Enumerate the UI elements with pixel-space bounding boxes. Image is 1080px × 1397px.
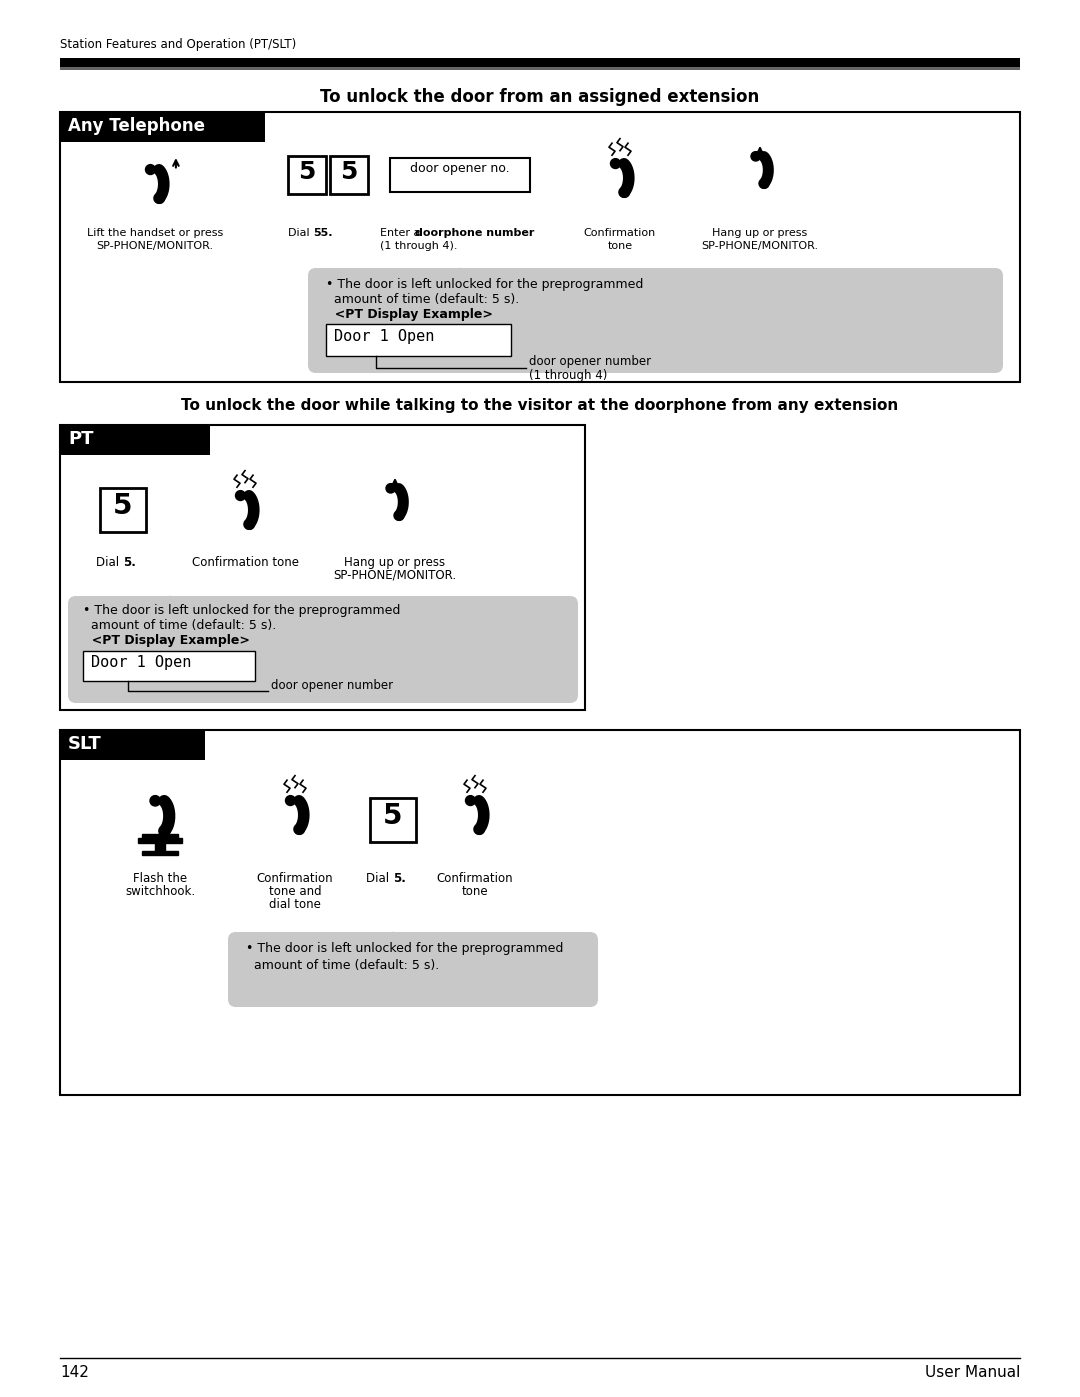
FancyBboxPatch shape	[228, 932, 598, 1007]
Polygon shape	[159, 597, 181, 612]
Bar	[60, 112, 265, 142]
Circle shape	[150, 796, 161, 806]
Circle shape	[154, 194, 164, 204]
Text: SP-PHONE/MONITOR.: SP-PHONE/MONITOR.	[701, 242, 819, 251]
Text: door opener number: door opener number	[529, 355, 651, 369]
Text: Door 1 Open: Door 1 Open	[334, 330, 434, 344]
Text: 5.: 5.	[123, 556, 136, 569]
Circle shape	[285, 796, 296, 806]
Bar	[330, 156, 368, 194]
Text: switchhook.: switchhook.	[125, 886, 195, 898]
Bar	[83, 651, 255, 680]
Text: SP-PHONE/MONITOR.: SP-PHONE/MONITOR.	[334, 569, 457, 583]
Bar	[60, 425, 210, 455]
Circle shape	[244, 520, 255, 529]
Text: SP-PHONE/MONITOR.: SP-PHONE/MONITOR.	[96, 242, 214, 251]
Text: • The door is left unlocked for the preprogrammed: • The door is left unlocked for the prep…	[246, 942, 564, 956]
Text: Confirmation: Confirmation	[436, 872, 513, 886]
Text: tone: tone	[607, 242, 633, 251]
Circle shape	[751, 152, 760, 161]
Polygon shape	[449, 268, 471, 286]
Circle shape	[759, 179, 769, 189]
Bar	[156, 842, 165, 851]
Circle shape	[394, 511, 404, 520]
Text: Dial: Dial	[288, 228, 313, 237]
Text: Flash the: Flash the	[133, 872, 187, 886]
Bar	[141, 834, 178, 838]
Text: 5: 5	[298, 161, 315, 184]
Bar	[60, 425, 585, 710]
Text: 5: 5	[113, 492, 133, 520]
Text: • The door is left unlocked for the preprogrammed: • The door is left unlocked for the prep…	[326, 278, 644, 291]
Circle shape	[386, 483, 395, 493]
Text: Station Features and Operation (PT/SLT): Station Features and Operation (PT/SLT)	[60, 38, 296, 52]
Text: dial tone: dial tone	[269, 898, 321, 911]
Circle shape	[295, 824, 305, 834]
Text: SLT: SLT	[68, 735, 102, 753]
Text: amount of time (default: 5 s).: amount of time (default: 5 s).	[246, 958, 440, 972]
Text: door opener number: door opener number	[271, 679, 393, 693]
Bar	[138, 838, 183, 842]
Text: doorphone number: doorphone number	[415, 228, 535, 237]
Text: User Manual: User Manual	[924, 1365, 1020, 1380]
Circle shape	[160, 826, 170, 837]
Bar	[100, 488, 146, 532]
Text: Dial: Dial	[366, 872, 393, 886]
Text: Confirmation tone: Confirmation tone	[191, 556, 298, 569]
Text: <PT Display Example>: <PT Display Example>	[326, 307, 492, 321]
Circle shape	[465, 796, 475, 806]
Polygon shape	[382, 932, 404, 949]
FancyBboxPatch shape	[308, 268, 1003, 373]
Text: <PT Display Example>: <PT Display Example>	[83, 634, 249, 647]
Bar	[60, 731, 1020, 1095]
Bar	[326, 324, 511, 356]
Text: (1 through 4): (1 through 4)	[529, 369, 607, 383]
Bar	[60, 59, 1020, 67]
Bar	[390, 158, 530, 191]
Text: amount of time (default: 5 s).: amount of time (default: 5 s).	[326, 293, 519, 306]
Circle shape	[146, 165, 156, 175]
Circle shape	[620, 187, 630, 197]
Text: door opener no.: door opener no.	[410, 162, 510, 175]
Text: Hang up or press: Hang up or press	[713, 228, 808, 237]
Text: To unlock the door while talking to the visitor at the doorphone from any extens: To unlock the door while talking to the …	[181, 398, 899, 414]
Text: Dial: Dial	[96, 556, 123, 569]
Text: Door 1 Open: Door 1 Open	[91, 655, 191, 671]
FancyBboxPatch shape	[68, 597, 578, 703]
Text: Hang up or press: Hang up or press	[345, 556, 446, 569]
Text: Confirmation: Confirmation	[584, 228, 657, 237]
Text: Lift the handset or press: Lift the handset or press	[86, 228, 224, 237]
Text: PT: PT	[68, 430, 94, 448]
Text: tone: tone	[461, 886, 488, 898]
Circle shape	[610, 159, 620, 169]
Text: (1 through 4).: (1 through 4).	[380, 242, 458, 251]
Text: 142: 142	[60, 1365, 89, 1380]
Text: 5.: 5.	[393, 872, 406, 886]
Text: To unlock the door from an assigned extension: To unlock the door from an assigned exte…	[321, 88, 759, 106]
Text: amount of time (default: 5 s).: amount of time (default: 5 s).	[83, 619, 276, 631]
Bar	[60, 112, 1020, 381]
Text: Enter a: Enter a	[380, 228, 423, 237]
Circle shape	[235, 490, 245, 500]
Text: • The door is left unlocked for the preprogrammed: • The door is left unlocked for the prep…	[83, 604, 401, 617]
Bar	[60, 731, 205, 760]
Text: 5: 5	[340, 161, 357, 184]
Text: 55.: 55.	[313, 228, 333, 237]
Circle shape	[474, 824, 485, 834]
Bar	[141, 851, 178, 855]
Bar	[288, 156, 326, 194]
Text: tone and: tone and	[269, 886, 322, 898]
Bar	[60, 67, 1020, 70]
Text: 5: 5	[383, 802, 403, 830]
Text: Confirmation: Confirmation	[257, 872, 334, 886]
Text: Any Telephone: Any Telephone	[68, 117, 205, 136]
Bar	[370, 798, 416, 842]
